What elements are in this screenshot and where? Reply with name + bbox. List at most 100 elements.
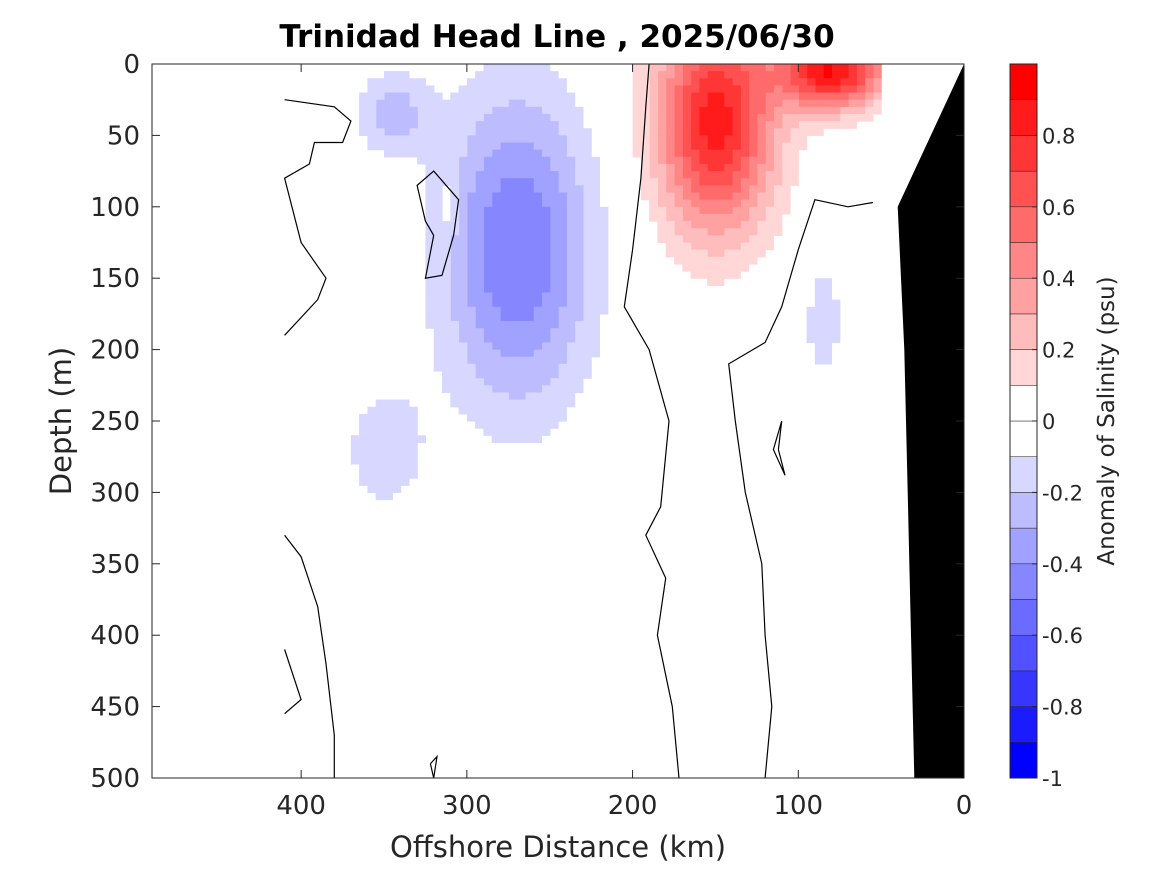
anomaly-cell [591, 228, 601, 236]
anomaly-cell [433, 285, 443, 294]
anomaly-cell [657, 85, 667, 94]
anomaly-cell [549, 278, 559, 286]
anomaly-cell [458, 399, 468, 408]
anomaly-cell [491, 163, 501, 172]
anomaly-cell [442, 263, 451, 272]
anomaly-cell [698, 199, 708, 208]
anomaly-cell [400, 92, 410, 101]
anomaly-cell [649, 185, 659, 194]
anomaly-cell [475, 206, 485, 215]
anomaly-cell [475, 292, 485, 301]
anomaly-cell [682, 256, 692, 265]
anomaly-cell [500, 156, 509, 165]
anomaly-cell [541, 356, 551, 365]
anomaly-cell [806, 313, 816, 322]
anomaly-cell [798, 71, 808, 79]
anomaly-cell [698, 156, 708, 165]
anomaly-cell [839, 106, 849, 115]
anomaly-cell [674, 178, 683, 186]
colorbar-swatch [1009, 742, 1038, 779]
anomaly-cell [740, 64, 750, 72]
anomaly-cell [773, 64, 783, 72]
anomaly-cell [723, 113, 733, 122]
anomaly-cell [524, 221, 534, 229]
anomaly-cell [698, 78, 708, 87]
anomaly-cell [723, 199, 733, 208]
anomaly-cell [732, 185, 741, 194]
anomaly-cell [524, 349, 534, 358]
anomaly-cell [458, 92, 468, 101]
anomaly-cell [582, 213, 592, 222]
anomaly-cell [442, 221, 451, 229]
anomaly-cell [417, 135, 427, 144]
anomaly-cell [566, 371, 576, 379]
anomaly-cell [516, 356, 526, 365]
anomaly-cell [723, 149, 733, 158]
anomaly-cell [491, 213, 501, 222]
anomaly-cell [475, 278, 485, 286]
anomaly-cell [508, 113, 518, 122]
anomaly-cell [690, 221, 700, 229]
anomaly-cell [359, 92, 369, 101]
anomaly-cell [856, 78, 866, 87]
anomaly-cell [806, 113, 816, 122]
anomaly-cell [591, 313, 601, 322]
anomaly-cell [723, 92, 733, 101]
anomaly-cell [466, 249, 476, 258]
anomaly-cell [458, 285, 468, 294]
anomaly-cell [408, 428, 418, 436]
anomaly-cell [566, 271, 576, 279]
anomaly-cell [566, 392, 576, 401]
anomaly-cell [574, 299, 584, 308]
anomaly-cell [549, 413, 559, 422]
anomaly-cell [682, 99, 692, 108]
anomaly-cell [657, 128, 667, 136]
anomaly-cell [674, 78, 683, 87]
anomaly-cell [690, 171, 700, 179]
anomaly-cell [483, 271, 493, 279]
anomaly-cell [450, 235, 460, 244]
anomaly-cell [566, 213, 576, 222]
anomaly-cell [483, 206, 493, 215]
anomaly-cell [591, 299, 601, 308]
anomaly-cell [483, 128, 493, 136]
anomaly-cell [640, 142, 650, 151]
anomaly-cell [698, 99, 708, 108]
anomaly-cell [533, 163, 543, 172]
anomaly-cell [466, 128, 476, 136]
anomaly-cell [491, 328, 501, 336]
anomaly-cell [475, 156, 485, 165]
anomaly-cell [433, 121, 443, 129]
anomaly-cell [475, 385, 485, 394]
anomaly-cell [400, 142, 410, 151]
anomaly-cell [566, 221, 576, 229]
anomaly-cell [674, 171, 683, 179]
anomaly-cell [541, 178, 551, 186]
anomaly-cell [516, 342, 526, 351]
anomaly-cell [450, 121, 460, 129]
anomaly-cell [367, 449, 377, 458]
anomaly-cell [533, 292, 543, 301]
anomaly-cell [533, 349, 543, 358]
anomaly-cell [665, 99, 675, 108]
anomaly-cell [458, 278, 468, 286]
anomaly-cell [657, 78, 667, 87]
anomaly-cell [723, 128, 733, 136]
anomaly-cell [524, 278, 534, 286]
anomaly-cell [707, 163, 717, 172]
anomaly-cell [549, 221, 559, 229]
anomaly-cell [458, 178, 468, 186]
anomaly-cell [640, 71, 650, 79]
anomaly-cell [541, 149, 551, 158]
y-axis-label: Depth (m) [44, 347, 78, 495]
anomaly-cell [715, 142, 725, 151]
anomaly-cell [723, 178, 733, 186]
anomaly-cell [558, 128, 567, 136]
anomaly-cell [442, 235, 451, 244]
anomaly-cell [574, 271, 584, 279]
anomaly-cell [500, 349, 509, 358]
anomaly-cell [483, 235, 493, 244]
anomaly-cell [483, 413, 493, 422]
anomaly-cell [541, 106, 551, 115]
anomaly-cell [500, 378, 509, 386]
